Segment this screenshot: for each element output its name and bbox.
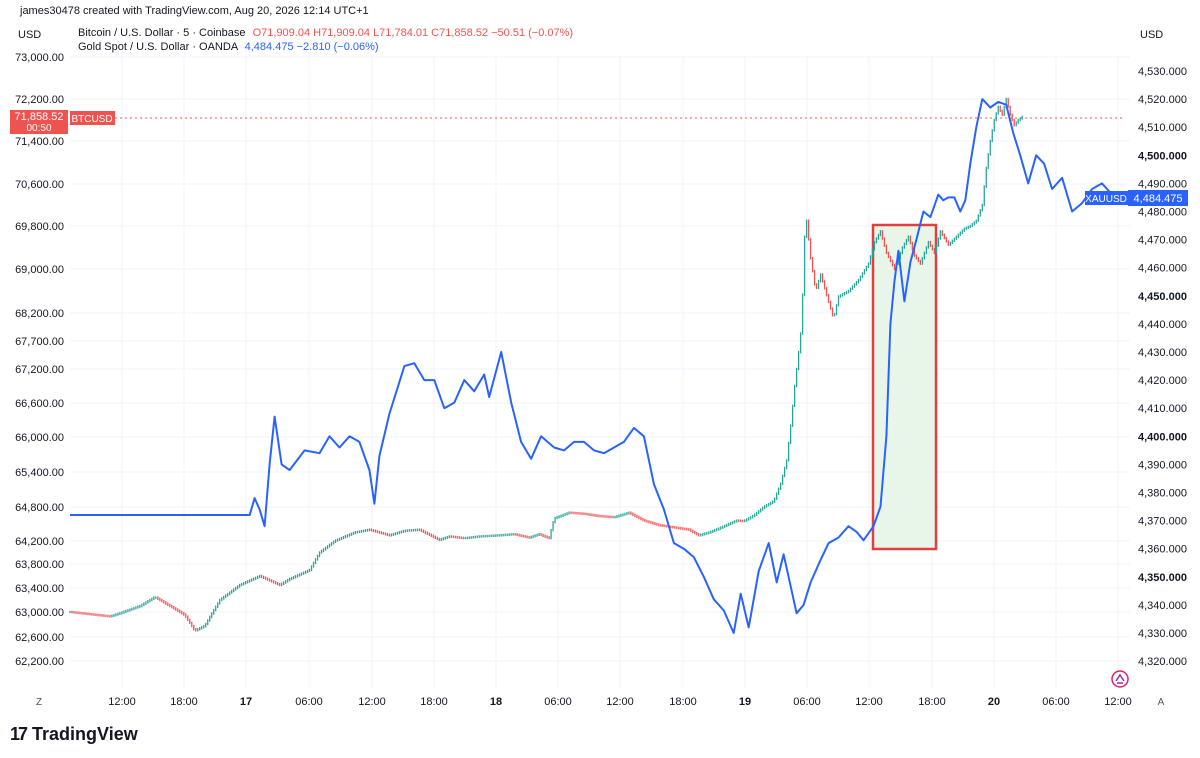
right-tick-label: 4,370.000 bbox=[1138, 516, 1187, 528]
axis-corner-left: Z bbox=[36, 697, 42, 708]
gold-line-layer bbox=[70, 98, 1123, 634]
left-tick-label: 72,200.00 bbox=[15, 94, 64, 106]
right-tick-label: 4,390.000 bbox=[1138, 459, 1187, 471]
right-tick-label: 4,490.000 bbox=[1138, 178, 1187, 190]
left-tick-label: 66,000.00 bbox=[15, 432, 64, 444]
right-tick-label: 4,400.000 bbox=[1138, 431, 1187, 443]
time-tick-label: 20 bbox=[988, 696, 1000, 708]
tradingview-logo-text: TradingView bbox=[32, 724, 138, 744]
right-tick-label: 4,440.000 bbox=[1138, 319, 1187, 331]
left-tick-label: 68,200.00 bbox=[15, 308, 64, 320]
chart-grid bbox=[70, 55, 1130, 688]
left-tick-label: 62,600.00 bbox=[15, 632, 64, 644]
right-tick-label: 4,320.000 bbox=[1138, 656, 1187, 668]
time-tick-label: 06:00 bbox=[793, 696, 821, 708]
right-tick-label: 4,380.000 bbox=[1138, 488, 1187, 500]
right-tick-label: 4,460.000 bbox=[1138, 263, 1187, 275]
time-tick-label: 18:00 bbox=[170, 696, 198, 708]
left-tick-label: 63,800.00 bbox=[15, 559, 64, 571]
right-tick-label: 4,360.000 bbox=[1138, 544, 1187, 556]
replay-icon[interactable] bbox=[1111, 670, 1129, 688]
left-tick-label: 70,600.00 bbox=[15, 179, 64, 191]
left-tick-label: 71,400.00 bbox=[15, 136, 64, 148]
left-tick-label: 69,800.00 bbox=[15, 221, 64, 233]
gold-price-label: XAUUSD 4,484.475 bbox=[1085, 190, 1188, 206]
left-tick-label: 69,000.00 bbox=[15, 264, 64, 276]
left-axis-currency: USD bbox=[18, 29, 41, 41]
right-tick-label: 4,420.000 bbox=[1138, 375, 1187, 387]
time-tick-label: 18:00 bbox=[420, 696, 448, 708]
tradingview-logo-icon: 17 bbox=[10, 724, 28, 744]
gold-change-text: 4,484.475 −2.810 (−0.06%) bbox=[244, 41, 379, 53]
time-tick-label: 12:00 bbox=[606, 696, 634, 708]
right-tick-label: 4,330.000 bbox=[1138, 628, 1187, 640]
btc-ohlc-text: O71,909.04 H71,909.04 L71,784.01 C71,858… bbox=[252, 27, 574, 39]
time-tick-label: 12:00 bbox=[108, 696, 136, 708]
right-tick-label: 4,500.000 bbox=[1138, 150, 1187, 162]
left-tick-label: 67,700.00 bbox=[15, 336, 64, 348]
gold-line bbox=[70, 98, 1123, 634]
left-tick-label: 63,400.00 bbox=[15, 583, 64, 595]
left-tick-label: 66,600.00 bbox=[15, 398, 64, 410]
right-tick-label: 4,530.000 bbox=[1138, 66, 1187, 78]
time-tick-label: 06:00 bbox=[295, 696, 323, 708]
right-tick-label: 4,510.000 bbox=[1138, 122, 1187, 134]
right-price-axis: 4,530.000 4,520.000 4,510.000 4,500.000 4,49… bbox=[1138, 66, 1187, 668]
left-tick-label: 65,400.00 bbox=[15, 467, 64, 479]
left-tick-label: 73,000.00 bbox=[15, 52, 64, 64]
time-tick-label: 18 bbox=[490, 696, 502, 708]
left-tick-label: 67,200.00 bbox=[15, 364, 64, 376]
tradingview-logo[interactable]: 17 TradingView bbox=[10, 724, 138, 745]
time-tick-label: 18:00 bbox=[918, 696, 946, 708]
gold-title-text: Gold Spot / U.S. Dollar · OANDA bbox=[78, 41, 238, 53]
time-tick-label: 12:00 bbox=[855, 696, 883, 708]
btc-symbol-label: BTCUSD bbox=[71, 114, 112, 125]
axis-corner-right: A bbox=[1158, 697, 1165, 708]
btc-title-text: Bitcoin / U.S. Dollar · 5 · Coinbase bbox=[78, 27, 246, 39]
time-tick-label: 12:00 bbox=[1104, 696, 1132, 708]
time-tick-label: 06:00 bbox=[1042, 696, 1070, 708]
btc-candles bbox=[69, 97, 1023, 632]
left-tick-label: 64,800.00 bbox=[15, 502, 64, 514]
left-tick-label: 63,000.00 bbox=[15, 607, 64, 619]
btc-countdown-text: 00:50 bbox=[26, 123, 51, 134]
right-tick-label: 4,410.000 bbox=[1138, 403, 1187, 415]
time-tick-label: 17 bbox=[240, 696, 252, 708]
btc-last-price-text: 71,858.52 bbox=[15, 111, 64, 123]
right-tick-label: 4,470.000 bbox=[1138, 235, 1187, 247]
btc-price-label: 71,858.52 00:50 BTCUSD bbox=[10, 110, 115, 134]
created-by-text: james30478 created with TradingView.com,… bbox=[20, 5, 369, 17]
right-tick-label: 4,520.000 bbox=[1138, 94, 1187, 106]
right-tick-label: 4,430.000 bbox=[1138, 347, 1187, 359]
right-tick-label: 4,340.000 bbox=[1138, 600, 1187, 612]
left-tick-label: 62,200.00 bbox=[15, 656, 64, 668]
time-axis: 12:00 18:00 17 06:00 12:00 18:00 18 06:00 12:00 1… bbox=[36, 696, 1165, 708]
right-tick-label: 4,450.000 bbox=[1138, 291, 1187, 303]
gold-symbol-label: XAUUSD bbox=[1085, 194, 1127, 205]
time-tick-label: 18:00 bbox=[669, 696, 697, 708]
left-price-axis: 73,000.00 72,200.00 71,400.00 70,600.00 69,8… bbox=[15, 52, 64, 668]
gold-series-title: Gold Spot / U.S. Dollar · OANDA 4,484.47… bbox=[78, 41, 379, 53]
btc-series-title: Bitcoin / U.S. Dollar · 5 · Coinbase O71… bbox=[78, 27, 573, 39]
time-tick-label: 12:00 bbox=[358, 696, 386, 708]
right-tick-label: 4,350.000 bbox=[1138, 572, 1187, 584]
highlight-box bbox=[871, 223, 938, 551]
right-tick-label: 4,480.000 bbox=[1138, 207, 1187, 219]
gold-last-price-text: 4,484.475 bbox=[1134, 193, 1183, 205]
time-tick-label: 06:00 bbox=[544, 696, 572, 708]
time-tick-label: 19 bbox=[739, 696, 751, 708]
left-tick-label: 64,200.00 bbox=[15, 536, 64, 548]
right-axis-currency: USD bbox=[1140, 29, 1163, 41]
